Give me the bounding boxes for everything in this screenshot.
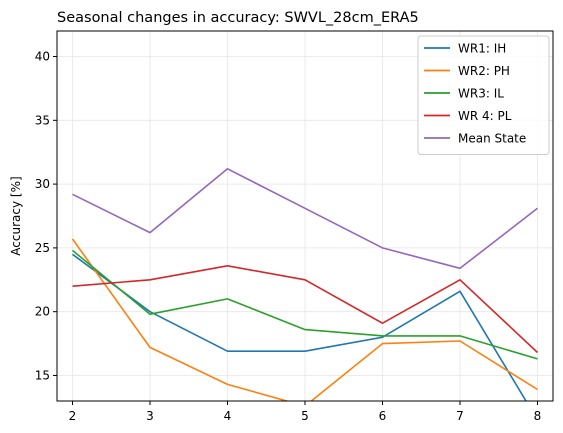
series-lines — [71, 168, 539, 401]
x-tick-label: 7 — [456, 409, 464, 423]
y-tick-label: 25 — [35, 241, 50, 255]
y-axis-label: Accuracy [%] — [9, 176, 23, 255]
y-tick-label: 15 — [35, 368, 50, 382]
series-line-4 — [72, 264, 539, 354]
legend-entry-label: WR3: IL — [458, 87, 504, 101]
legend-entry-label: WR 4: PL — [458, 109, 512, 123]
x-tick-label: 5 — [301, 409, 309, 423]
legend: WR1: IH WR2: PH WR3: IL WR 4: PL Mean State — [417, 35, 550, 155]
x-tick-label: 2 — [69, 409, 77, 423]
series-line-1 — [72, 253, 527, 401]
series-line-2 — [71, 238, 538, 401]
legend-entry-label: WR2: PH — [458, 64, 510, 78]
y-tick-label: 40 — [35, 50, 50, 64]
legend-entry-label: Mean State — [458, 132, 526, 146]
x-tick-label: 4 — [224, 409, 232, 423]
y-tick-label: 35 — [35, 113, 50, 127]
chart-title: Seasonal changes in accuracy: SWVL_28cm_… — [57, 10, 419, 26]
axis-ticks: 2 3 4 5 6 7 8 15 20 25 30 35 40 — [35, 50, 542, 423]
legend-box — [417, 35, 550, 155]
x-tick-label: 3 — [146, 409, 154, 423]
x-tick-label: 8 — [534, 409, 542, 423]
y-tick-label: 30 — [35, 177, 50, 191]
y-tick-label: 20 — [35, 305, 50, 319]
series-line-3 — [71, 249, 538, 360]
x-tick-label: 6 — [379, 409, 387, 423]
series-line-5 — [72, 168, 538, 270]
legend-entry-label: WR1: IH — [458, 42, 506, 56]
